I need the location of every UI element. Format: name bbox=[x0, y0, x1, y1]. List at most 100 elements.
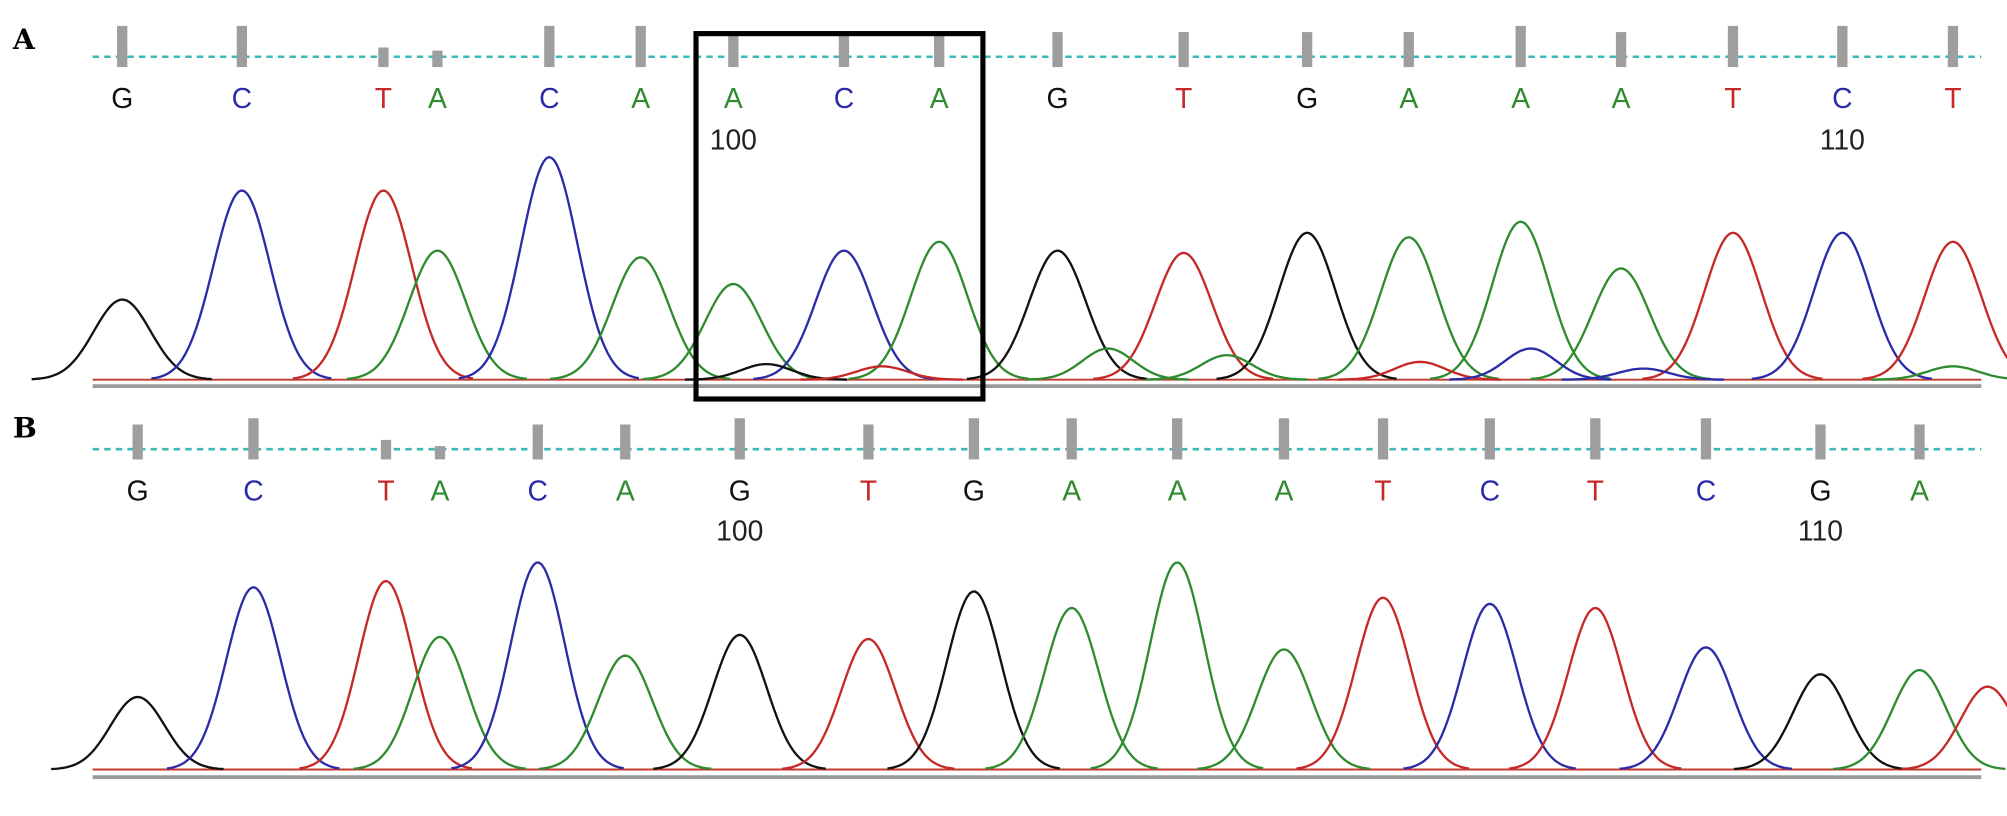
peak-G bbox=[887, 590, 1061, 770]
peak-A bbox=[1197, 648, 1371, 770]
peak-T bbox=[299, 579, 473, 770]
quality-bar bbox=[1515, 25, 1526, 68]
quality-bar bbox=[1700, 418, 1712, 460]
base-call-letter: C bbox=[834, 82, 854, 114]
base-call-letter: T bbox=[1175, 82, 1192, 114]
peak-C bbox=[1403, 602, 1576, 770]
base-call-letter: G bbox=[127, 475, 149, 507]
quality-bar bbox=[1301, 32, 1313, 68]
base-call-letter: G bbox=[1809, 475, 1831, 507]
base-call-letter: T bbox=[1374, 475, 1391, 507]
base-call-letter: G bbox=[1047, 82, 1069, 114]
base-call-letter: T bbox=[375, 82, 392, 114]
peak-G bbox=[1733, 673, 1907, 771]
peak-T bbox=[1862, 240, 2007, 381]
quality-bar bbox=[934, 32, 945, 68]
panel-label-a: A bbox=[12, 22, 36, 56]
peak-C bbox=[1449, 347, 1612, 381]
base-call-letter: G bbox=[729, 475, 751, 507]
peak-T bbox=[1642, 231, 1823, 380]
base-call-letter: C bbox=[1832, 82, 1852, 114]
quality-bar bbox=[838, 32, 850, 68]
peak-T bbox=[1508, 606, 1682, 770]
quality-bar bbox=[1914, 424, 1925, 460]
quality-bar bbox=[117, 25, 128, 68]
quality-bar bbox=[1590, 418, 1601, 460]
quality-bar bbox=[236, 25, 248, 68]
base-call-letter: A bbox=[631, 82, 650, 114]
quality-bar bbox=[863, 424, 874, 460]
panel-label-b: B bbox=[13, 411, 37, 445]
base-call-letter: C bbox=[243, 475, 263, 507]
peak-G bbox=[31, 298, 212, 381]
peak-C bbox=[458, 155, 640, 380]
quality-bar bbox=[248, 418, 259, 460]
base-call-letter: A bbox=[1511, 82, 1530, 114]
base-call-letter: T bbox=[377, 475, 394, 507]
peak-C bbox=[1619, 646, 1793, 770]
base-call-letter: T bbox=[1724, 82, 1741, 114]
position-label: 100 bbox=[716, 515, 763, 547]
peak-A bbox=[1833, 669, 2006, 771]
quality-bar bbox=[544, 25, 555, 68]
quality-bar bbox=[1727, 25, 1739, 68]
quality-bar bbox=[1947, 25, 1959, 68]
quality-bar bbox=[1615, 32, 1627, 68]
peak-C bbox=[753, 249, 934, 381]
quality-bar bbox=[635, 25, 646, 68]
base-call-letter: C bbox=[232, 82, 252, 114]
quality-bar bbox=[1066, 418, 1077, 460]
peak-C bbox=[1751, 231, 1932, 380]
quality-bar bbox=[620, 424, 631, 460]
quality-bar bbox=[1052, 32, 1063, 68]
base-call-letter: A bbox=[1275, 475, 1294, 507]
peak-A bbox=[550, 256, 731, 381]
quality-bar bbox=[434, 446, 446, 460]
peak-C bbox=[1561, 367, 1724, 381]
base-call-letter: A bbox=[431, 475, 450, 507]
position-label: 100 bbox=[710, 123, 757, 155]
peak-A bbox=[538, 654, 712, 771]
peak-T bbox=[1092, 251, 1274, 381]
quality-bar bbox=[1837, 25, 1848, 68]
base-call-letter: A bbox=[1062, 475, 1081, 507]
quality-bar bbox=[1377, 418, 1389, 460]
peak-G bbox=[1216, 231, 1397, 380]
peak-A bbox=[1530, 267, 1711, 381]
peak-T bbox=[1901, 685, 2007, 771]
quality-bar bbox=[1403, 32, 1414, 68]
quality-bar bbox=[532, 424, 543, 460]
quality-bar bbox=[1484, 418, 1495, 460]
quality-bar bbox=[132, 424, 143, 460]
peak-G bbox=[51, 695, 224, 771]
base-call-letter: A bbox=[724, 82, 743, 114]
position-label: 110 bbox=[1798, 515, 1843, 547]
base-call-letter: G bbox=[963, 475, 985, 507]
panel-b: B G C T A C A G T G A A A T C T C G A 100 110 bbox=[13, 411, 2007, 780]
quality-bar bbox=[968, 418, 980, 460]
peak-G bbox=[653, 633, 826, 770]
quality-bar bbox=[1278, 418, 1290, 460]
highlight-box bbox=[693, 31, 986, 402]
quality-bar bbox=[432, 50, 443, 68]
peak-A bbox=[1429, 220, 1611, 380]
base-call-letter: A bbox=[1168, 475, 1187, 507]
base-call-letter: A bbox=[616, 475, 635, 507]
quality-bar bbox=[378, 47, 389, 68]
base-call-letter: A bbox=[428, 82, 447, 114]
panel-a: A G C T A C A A C A G T G A A A T C T 100 110 bbox=[12, 22, 2007, 402]
quality-bar bbox=[1172, 418, 1183, 460]
peak-C bbox=[451, 561, 624, 770]
quality-bar bbox=[728, 32, 739, 68]
base-call-letter: A bbox=[1612, 82, 1631, 114]
base-call-letter: C bbox=[539, 82, 559, 114]
peak-T bbox=[1296, 596, 1470, 770]
peak-T bbox=[800, 365, 963, 381]
base-call-letter: G bbox=[1296, 82, 1318, 114]
base-call-letter: C bbox=[528, 475, 548, 507]
peak-A bbox=[1026, 347, 1189, 381]
base-call-letter: G bbox=[111, 82, 133, 114]
base-call-letter: T bbox=[1587, 475, 1604, 507]
quality-bar bbox=[1815, 424, 1826, 460]
